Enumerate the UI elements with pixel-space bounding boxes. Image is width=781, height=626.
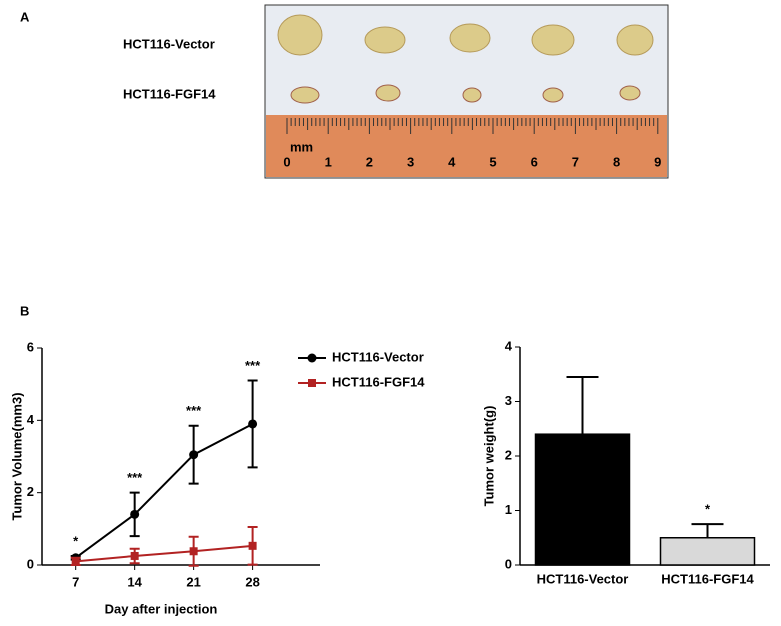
series-line [75,423,254,559]
significance: *** [186,403,202,418]
y-tick-label: 6 [27,339,34,354]
tumor [375,84,401,102]
ruler-number: 9 [654,154,661,169]
y-tick-label: 3 [505,393,512,408]
x-axis-label: Day after injection [105,601,218,616]
x-tick-label: 21 [186,574,200,589]
x-tick-label: 7 [72,574,79,589]
ruler-number: 8 [613,154,620,169]
tumor [619,85,641,101]
y-tick-label: 1 [505,502,512,517]
y-tick-label: 4 [27,412,35,427]
data-point [248,419,258,429]
row-label: HCT116-Vector [123,36,215,51]
y-tick-label: 0 [505,556,512,571]
y-tick-label: 0 [27,556,34,571]
y-tick-label: 2 [505,447,512,462]
tumor [616,24,654,56]
tumor [290,86,320,104]
tumor [542,87,564,103]
bar [659,537,756,566]
ruler-unit: mm [290,139,313,154]
data-point [130,509,140,519]
panel-label: A [20,9,30,24]
y-axis-label: Tumor weight(g) [481,406,496,507]
y-tick-label: 4 [505,338,513,353]
tumor [277,14,323,56]
ruler-number: 3 [407,154,414,169]
legend-label: HCT116-Vector [332,349,424,364]
data-point [189,547,198,556]
legend-label: HCT116-FGF14 [332,374,425,389]
tumor [531,24,575,56]
y-axis-label: Tumor Volume(mm3) [9,392,24,520]
y-tick-label: 2 [27,484,34,499]
tumor [449,23,491,53]
data-point [308,379,316,387]
row-label: HCT116-FGF14 [123,86,216,101]
significance: * [73,533,79,548]
ruler-number: 0 [283,154,290,169]
error-bar [566,375,599,435]
ruler-number: 4 [448,154,456,169]
ruler-number: 2 [366,154,373,169]
x-tick-label: 28 [245,574,259,589]
ruler-number: 5 [489,154,496,169]
error-bar [691,523,724,538]
data-point [130,551,139,560]
bar [534,433,631,566]
data-point [248,541,257,550]
significance: *** [127,470,143,485]
series-line [75,544,253,563]
x-tick-label: 14 [127,574,142,589]
data-point [307,353,317,363]
significance: * [705,502,711,517]
x-tick-label: HCT116-Vector [537,571,629,586]
tumor [364,26,406,54]
panel-label: B [20,303,29,318]
ruler-number: 6 [531,154,538,169]
data-point [189,450,199,460]
tumor [462,87,482,103]
ruler-number: 7 [572,154,579,169]
data-point [71,557,80,566]
x-tick-label: HCT116-FGF14 [661,571,754,586]
significance: *** [245,358,261,373]
ruler-number: 1 [325,154,332,169]
